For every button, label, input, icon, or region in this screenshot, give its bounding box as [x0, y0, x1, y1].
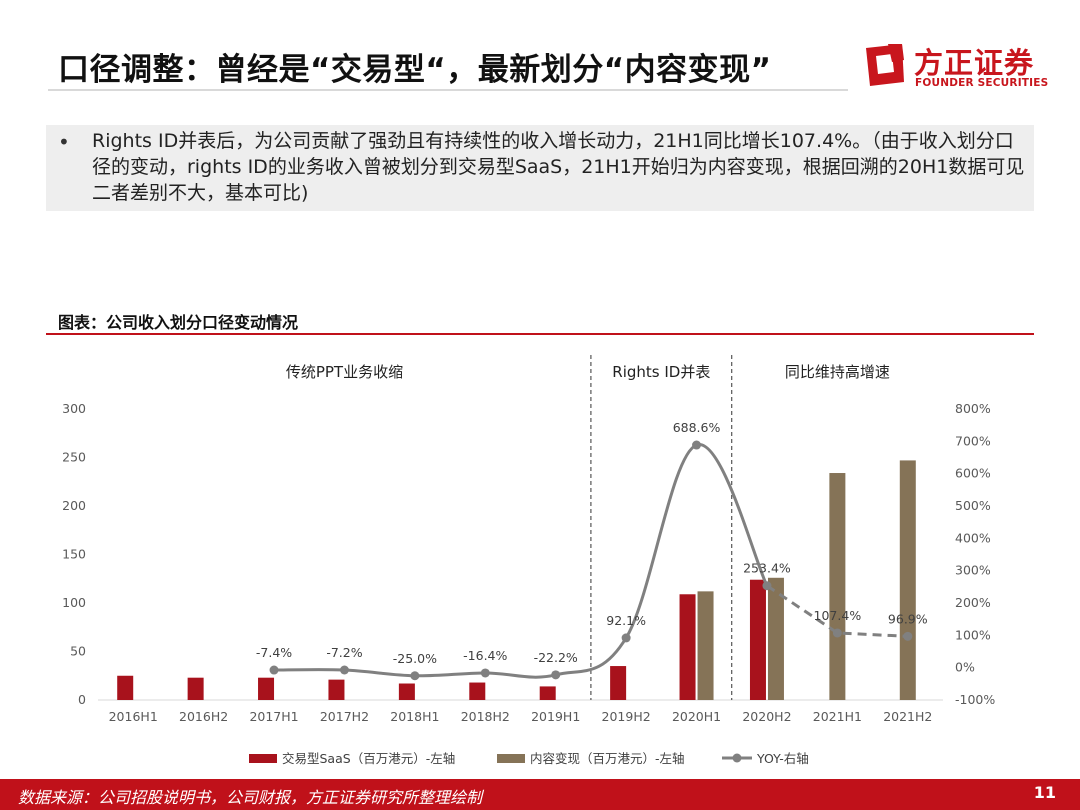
summary-text: Rights ID并表后，为公司贡献了强劲且有持续性的收入增长动力，21H1同比…: [92, 130, 1025, 204]
y-right-tick-label: 100%: [955, 627, 991, 642]
y-right-tick-label: 200%: [955, 595, 991, 610]
yoy-point: [480, 668, 490, 678]
y-left-tick-label: 300: [62, 401, 86, 416]
y-left-tick-label: 200: [62, 498, 86, 513]
yoy-point: [269, 665, 279, 675]
legend-saas-swatch: [249, 754, 277, 763]
y-right-tick-label: 500%: [955, 498, 991, 513]
legend-content-label: 内容变现（百万港元）-左轴: [530, 751, 685, 766]
x-tick-label: 2018H1: [390, 709, 439, 724]
bullet-marker: •: [58, 130, 70, 154]
saas-bar: [258, 677, 275, 700]
page-title: 口径调整：曾经是“交易型“，最新划分“内容变现”: [58, 52, 772, 88]
yoy-point: [903, 631, 913, 641]
x-tick-label: 2021H2: [883, 709, 932, 724]
saas-bar: [469, 682, 486, 700]
summary-box: [46, 125, 1034, 211]
yoy-point: [551, 670, 561, 680]
x-tick-label: 2017H2: [320, 709, 369, 724]
title-divider: [48, 89, 848, 91]
y-right-tick-label: 700%: [955, 433, 991, 448]
revenue-chart: 0 50 100 150 200 250 300 -100% 0% 100% 200% 300% 400…: [62, 355, 995, 766]
saas-bar: [610, 666, 627, 700]
y-right-tick-label: 0%: [955, 660, 975, 675]
yoy-point: [410, 671, 420, 681]
x-tick-label: 2019H2: [602, 709, 651, 724]
page-number: 11: [1033, 783, 1056, 802]
yoy-data-label: -7.2%: [326, 645, 362, 660]
saas-bar: [187, 677, 204, 700]
x-tick-label: 2016H2: [179, 709, 228, 724]
x-tick-label: 2017H1: [249, 709, 298, 724]
yoy-point: [621, 633, 631, 643]
yoy-data-label: 688.6%: [673, 420, 721, 435]
yoy-data-label: 92.1%: [606, 613, 646, 628]
legend-yoy-label: YOY-右轴: [756, 751, 809, 766]
logo-text-cn: 方正证券: [914, 46, 1035, 80]
brand-logo: 方正证券 FOUNDER SECURITIES: [862, 40, 1052, 90]
y-right-tick-label: 400%: [955, 530, 991, 545]
x-tick-label: 2018H2: [461, 709, 510, 724]
content-bar: [829, 473, 846, 700]
yoy-point: [832, 628, 842, 638]
saas-bar: [117, 675, 134, 700]
yoy-point: [762, 581, 772, 591]
y-right-tick-label: 300%: [955, 563, 991, 578]
yoy-data-label: 253.4%: [743, 561, 791, 576]
x-tick-label: 2016H1: [109, 709, 158, 724]
content-bar: [899, 460, 916, 700]
y-left-tick-label: 100: [62, 595, 86, 610]
saas-bar: [328, 679, 345, 700]
content-bar: [697, 591, 714, 700]
yoy-point: [339, 665, 349, 675]
y-left-tick-label: 50: [70, 644, 86, 659]
chart-title: 图表：公司收入划分口径变动情况: [58, 313, 299, 332]
x-tick-label: 2020H2: [742, 709, 791, 724]
yoy-data-label: 96.9%: [888, 611, 928, 626]
y-right-tick-label: 600%: [955, 466, 991, 481]
chart-title-rule: [46, 333, 1034, 335]
yoy-data-label: -7.4%: [256, 645, 292, 660]
yoy-point: [692, 440, 702, 450]
logo-text-en: FOUNDER SECURITIES: [915, 77, 1049, 89]
logo-mark-icon: [866, 44, 904, 86]
segment-label: 同比维持高增速: [785, 363, 890, 381]
x-tick-label: 2021H1: [813, 709, 862, 724]
y-left-tick-label: 250: [62, 450, 86, 465]
legend-content-swatch: [497, 754, 525, 763]
saas-bar: [539, 686, 556, 700]
y-left-tick-label: 150: [62, 547, 86, 562]
y-right-tick-label: -100%: [955, 692, 995, 707]
legend-yoy-marker: [732, 753, 742, 763]
yoy-data-label: -22.2%: [534, 650, 578, 665]
x-tick-label: 2019H1: [531, 709, 580, 724]
x-tick-label: 2020H1: [672, 709, 721, 724]
segment-label: 传统PPT业务收缩: [286, 363, 403, 381]
legend-saas-label: 交易型SaaS（百万港元）-左轴: [282, 751, 455, 766]
y-right-tick-label: 800%: [955, 401, 991, 416]
yoy-data-label: -25.0%: [393, 651, 437, 666]
saas-bar: [679, 594, 696, 700]
y-left-tick-label: 0: [78, 692, 86, 707]
segment-label: Rights ID并表: [612, 363, 710, 381]
source-note: 数据来源：公司招股说明书，公司财报，方正证券研究所整理绘制: [18, 788, 483, 807]
yoy-data-label: -16.4%: [463, 648, 507, 663]
footer-bar: [0, 779, 1080, 810]
yoy-data-label: 107.4%: [814, 608, 862, 623]
saas-bar: [749, 579, 766, 700]
content-bar: [767, 577, 784, 700]
saas-bar: [398, 683, 415, 700]
